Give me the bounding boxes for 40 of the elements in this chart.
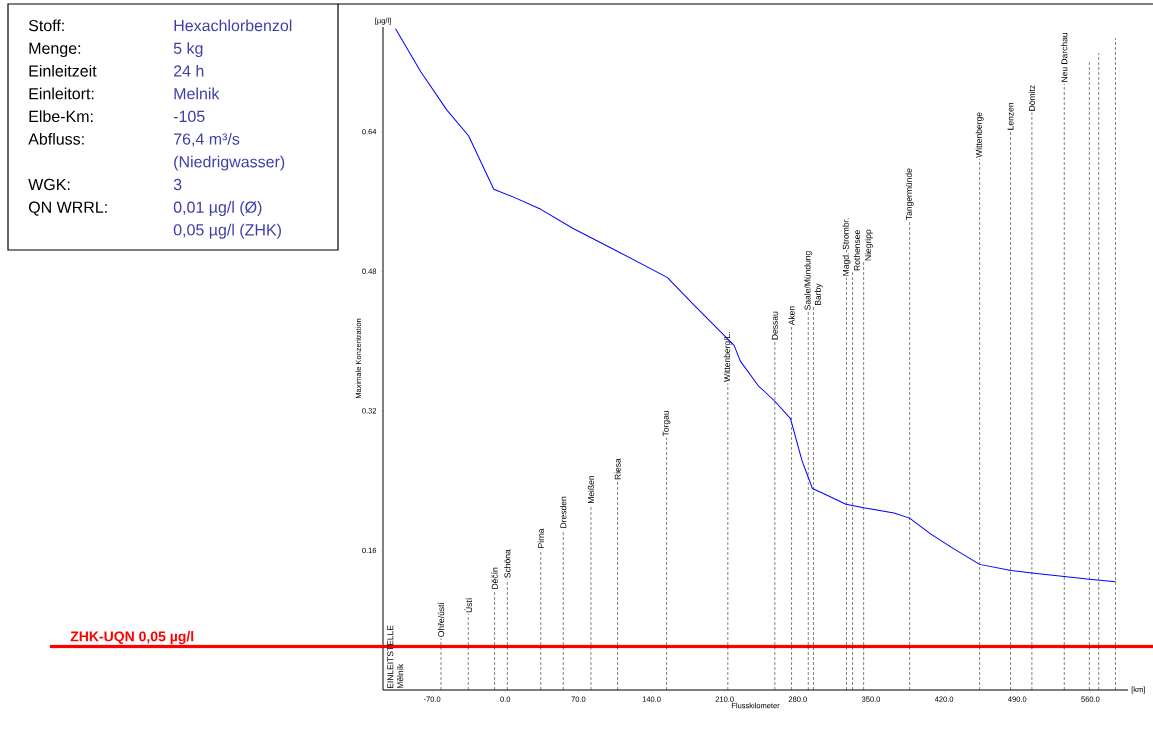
ref-line-label: ZHK-UQN 0,05 µg/l bbox=[70, 631, 194, 645]
text: Stoff: bbox=[28, 19, 64, 32]
ref-line-label: Dömitz bbox=[1028, 85, 1035, 111]
text: 5 kg bbox=[173, 42, 203, 58]
text: -105 bbox=[173, 110, 205, 123]
text: Abfluss: bbox=[28, 132, 84, 145]
text: Menge: bbox=[29, 42, 81, 58]
text: Einleitort: bbox=[29, 87, 94, 100]
ref-line-label: Dresden bbox=[560, 496, 567, 528]
ref-line-label: Schöna bbox=[504, 549, 511, 578]
ref-line-label: Rothensee bbox=[853, 230, 861, 271]
ref-line-label: Dessau bbox=[771, 311, 778, 340]
ref-line-label: Neu Darchau bbox=[1061, 33, 1068, 82]
ref-line-label: Ústí bbox=[464, 597, 472, 613]
text: 0,01 µg/l (Ø) 0,05 µg/l (ZHK) bbox=[173, 201, 281, 239]
ref-line-label: Děčín bbox=[491, 567, 498, 589]
ref-line-label: Wittenberge bbox=[975, 112, 984, 158]
text: 76,4 m³/s (Niedrigwasser) bbox=[174, 132, 285, 171]
text: QN WRRL: bbox=[28, 201, 107, 216]
ref-line-label: Barby bbox=[814, 283, 823, 305]
ref-line-label: Lenzen bbox=[1007, 102, 1014, 130]
ref-line-label: Meißen bbox=[587, 475, 595, 504]
ref-line-label: Riesa bbox=[614, 458, 621, 480]
ref-line-label: Saale/Mündung bbox=[804, 251, 813, 310]
text: WGK: bbox=[28, 178, 70, 191]
ref-line-label: Niegripp bbox=[864, 229, 873, 261]
ref-line-label: Ohře/ústí bbox=[437, 602, 445, 637]
text: Melnik bbox=[174, 87, 220, 100]
annotation: EINLEITSTELLE Mělník bbox=[387, 625, 404, 689]
ref-line-label: Pirna bbox=[537, 528, 544, 548]
ref-line-label: Wittenberg/L. bbox=[723, 332, 732, 382]
ref-line-label: Tangermünde bbox=[905, 168, 914, 220]
ref-line-label: Aken bbox=[788, 306, 795, 326]
ref-line-label: Magd.-Strombr. bbox=[842, 218, 851, 276]
text: Hexachlorbenzol bbox=[174, 19, 292, 32]
ref-line-label: Torgau bbox=[662, 411, 671, 437]
text: Elbe-Km: bbox=[29, 110, 93, 123]
text: Einleitzeit bbox=[29, 64, 97, 77]
text: 24 h bbox=[174, 64, 204, 77]
text: 3 bbox=[173, 178, 182, 191]
